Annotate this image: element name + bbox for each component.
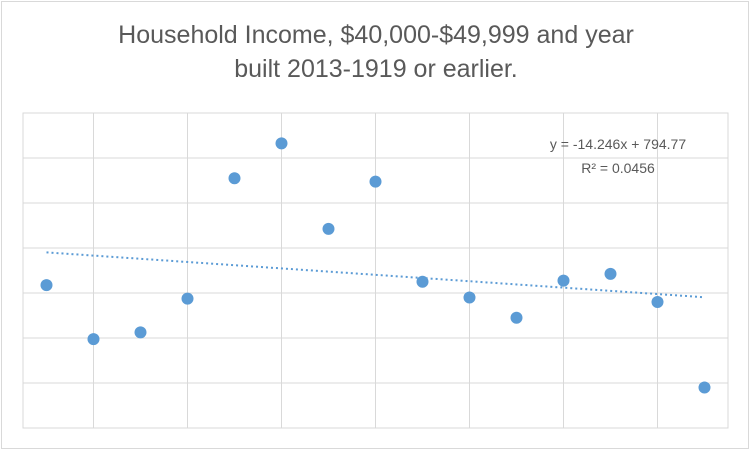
data-point [510,311,523,324]
data-point [557,274,570,287]
data-point [181,292,194,305]
data-point [369,175,382,188]
gridlines [23,113,728,428]
data-points [40,137,711,394]
trendline-equation: y = -14.246x + 794.77 [550,136,686,152]
chart-title-line-1: Household Income, $40,000-$49,999 and ye… [118,21,634,49]
data-point [322,222,335,235]
data-point [228,172,241,185]
data-point [698,381,711,394]
data-point [416,275,429,288]
data-point [463,291,476,304]
data-point [134,326,147,339]
trendline-r-squared: R² = 0.0456 [581,160,655,176]
plot-area-border [22,112,729,429]
data-point [275,137,288,150]
data-point [87,333,100,346]
chart-title: Household Income, $40,000-$49,999 and ye… [0,18,752,86]
data-point [604,267,617,280]
data-point [651,296,664,308]
chart-title-line-2: built 2013-1919 or earlier. [234,55,518,83]
data-point [40,279,53,292]
